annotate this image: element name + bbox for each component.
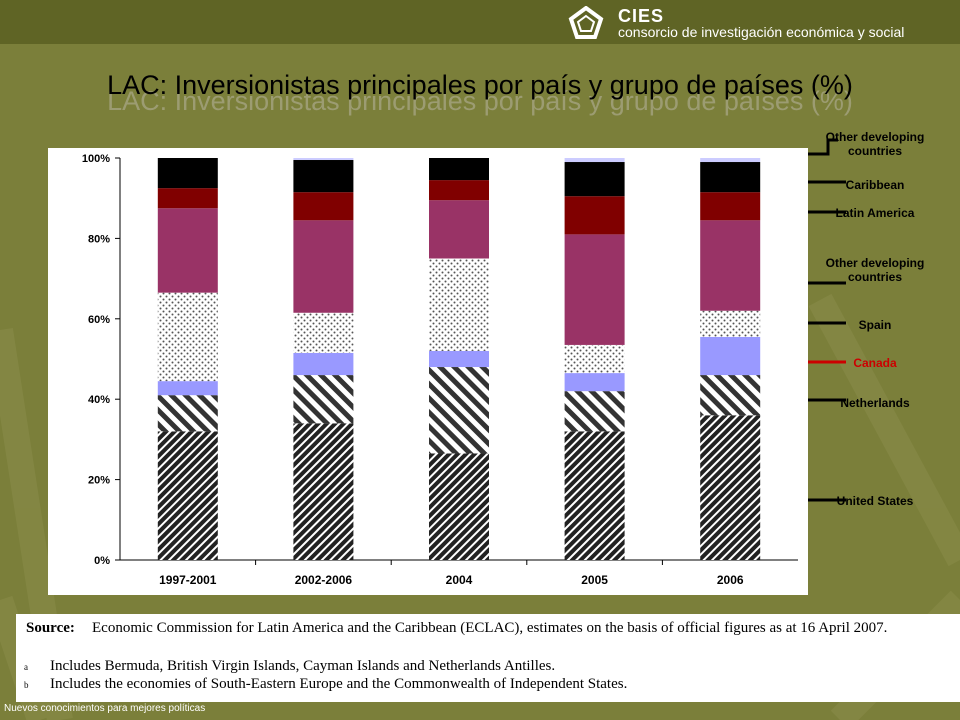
y-tick-label: 20% (88, 475, 110, 487)
bar-segment (293, 312, 354, 353)
bar-segment (700, 375, 761, 416)
stacked-bar-chart: 0% 20% 40% 60% 80% 100% 1997-2001 2002-2006 2004… (82, 153, 798, 587)
legend-label: Other developing countries (825, 130, 925, 158)
bar-segment (157, 395, 218, 432)
bar-segment (293, 158, 354, 161)
x-tick-label: 2004 (446, 573, 473, 587)
bar-segment (429, 180, 489, 201)
legend-arrow (792, 138, 838, 156)
y-tick-label: 0% (94, 555, 110, 567)
bar-segment (700, 310, 761, 337)
bar-segment (564, 158, 625, 163)
bar-segment (564, 344, 625, 374)
note-a-text: Includes Bermuda, British Virgin Islands… (50, 658, 556, 674)
org-short-name: CIES (618, 6, 665, 26)
bar-segment (293, 192, 354, 221)
note-a-mark: a (24, 662, 28, 672)
legend-label: United States (836, 494, 914, 508)
page-title: LAC: Inversionistas principales por país… (107, 70, 853, 100)
page-title-shadow: LAC: Inversionistas principales por país… (107, 86, 853, 116)
source-box: Source: Economic Commission for Latin Am… (16, 614, 960, 702)
footer-tagline: Nuevos conocimientos para mejores políti… (4, 703, 206, 714)
y-tick-label: 60% (88, 314, 110, 326)
x-tick-label: 1997-2001 (159, 573, 217, 587)
bar-segment (293, 375, 354, 424)
bar-segment (564, 234, 625, 345)
y-tick-label: 40% (88, 394, 110, 406)
legend-label: Other developing countries (825, 256, 925, 284)
bar-segment (429, 158, 489, 181)
bar-segment (700, 158, 761, 163)
legend-label: Latin America (835, 206, 915, 220)
x-tick-label: 2005 (581, 573, 608, 587)
bar-segment (293, 160, 354, 193)
bar-segment (429, 350, 489, 368)
legend-panel: Other developing countries Caribbean Latin… (792, 130, 960, 600)
bar-segment (429, 200, 489, 259)
bar-segment (293, 220, 354, 313)
note-b-text: Includes the economies of South-Eastern … (50, 676, 628, 692)
legend-label: Spain (858, 318, 892, 332)
bar-segment (564, 162, 625, 197)
bar-segment (700, 162, 761, 193)
bar-segment (157, 431, 218, 560)
note-b-mark: b (24, 680, 29, 690)
note-a: a Includes Bermuda, British Virgin Islan… (24, 658, 555, 675)
bar-segment (700, 415, 761, 560)
cies-logo-icon (568, 6, 604, 39)
legend-label: Canada (853, 356, 897, 370)
bar-segment (700, 220, 761, 311)
legend-label: Netherlands (840, 396, 910, 410)
bar-segment (564, 373, 625, 392)
header-bar (0, 0, 960, 44)
bar-segment (157, 188, 218, 209)
y-tick-label: 100% (82, 153, 110, 165)
org-full-name: consorcio de investigación económica y s… (618, 24, 905, 40)
bar-segment (700, 336, 761, 376)
bar-segment (700, 192, 761, 221)
y-tick-label: 80% (88, 233, 110, 245)
bar-segment (157, 381, 218, 396)
bar-segment (429, 453, 489, 560)
bar-segment (293, 423, 354, 560)
note-b: b Includes the economies of South-Easter… (24, 676, 627, 693)
bar-segment (564, 391, 625, 432)
source-label: Source: (26, 620, 75, 636)
bar-segment (429, 367, 489, 454)
bar-segment (564, 196, 625, 235)
bar-segment (157, 208, 218, 293)
bar-segment (157, 292, 218, 382)
legend-label: Caribbean (845, 178, 905, 192)
chart-area: 0% 20% 40% 60% 80% 100% 1997-2001 2002-2006 2004… (48, 148, 808, 595)
source-text: Economic Commission for Latin America an… (92, 620, 888, 636)
x-tick-label: 2002-2006 (295, 573, 353, 587)
bar-segment (157, 158, 218, 189)
bar-segment (564, 431, 625, 560)
bar-segment (293, 352, 354, 376)
x-tick-label: 2006 (717, 573, 744, 587)
bar-segment (429, 258, 489, 351)
